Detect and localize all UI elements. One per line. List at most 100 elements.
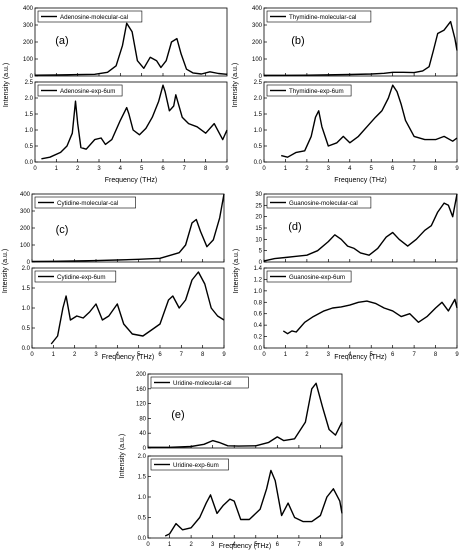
figure-label: (e) bbox=[171, 409, 184, 421]
y-tick-label: 1.4 bbox=[254, 266, 263, 272]
x-tick-label: 7 bbox=[297, 542, 301, 548]
y-tick-label: 1.0 bbox=[22, 306, 31, 312]
y-tick-label: 300 bbox=[23, 23, 34, 29]
chart-1: 0 100 200 300 400 Adenosine-molecular-cal 0 1 2 3… bbox=[3, 6, 229, 184]
x-tick-label: 1 bbox=[55, 166, 59, 172]
x-tick-label: 9 bbox=[222, 352, 226, 358]
y-tick-label: 1.5 bbox=[25, 112, 34, 118]
legend: Adenosine-molecular-cal bbox=[37, 10, 143, 23]
y-tick-label: 2.5 bbox=[25, 80, 34, 86]
legend-box bbox=[37, 84, 123, 97]
x-tick-label: 1 bbox=[284, 352, 288, 358]
y-tick-label: 400 bbox=[252, 6, 263, 12]
panel-experimental: 0 1 2 3 4 5 6 7 8 9 0.0 0.5 1.0 1.5 2.0 2.5 Thymidine-ex… bbox=[254, 80, 460, 172]
x-tick-label: 3 bbox=[327, 166, 331, 172]
legend-label: Uridine-exp-6um bbox=[173, 462, 219, 469]
y-tick-label: 0 bbox=[143, 446, 147, 452]
legend-box bbox=[266, 270, 352, 283]
panel-calculated: 0 100 200 300 400 Cytidine-molecular-cal bbox=[20, 192, 225, 266]
figure-label: (a) bbox=[55, 35, 68, 47]
y-tick-label: 200 bbox=[20, 226, 31, 232]
y-tick-label: 0.0 bbox=[138, 536, 147, 542]
y-tick-label: 0.5 bbox=[25, 144, 34, 150]
x-axis-title: Frequency (THz) bbox=[334, 177, 387, 184]
x-tick-label: 5 bbox=[370, 352, 374, 358]
legend: Guanosine-exp-6um bbox=[266, 270, 352, 283]
y-tick-label: 0 bbox=[30, 74, 34, 80]
y-tick-label: 200 bbox=[252, 40, 263, 46]
x-tick-label: 7 bbox=[412, 352, 416, 358]
chart-4: 0 5 10 15 20 25 30 Guanosine-molecular-cal 0 1 2 3 4… bbox=[233, 192, 459, 361]
legend-box bbox=[34, 196, 136, 209]
series-line bbox=[164, 469, 343, 537]
legend-label: Thymidine-exp-6um bbox=[289, 88, 344, 95]
x-tick-label: 4 bbox=[348, 352, 352, 358]
x-tick-label: 4 bbox=[119, 166, 123, 172]
panel-calculated: 0 100 200 300 400 Thymidine-molecular-cal bbox=[252, 6, 458, 80]
x-tick-label: 9 bbox=[455, 352, 459, 358]
y-tick-label: 1.2 bbox=[254, 277, 263, 283]
y-tick-label: 1.0 bbox=[254, 289, 263, 295]
y-tick-label: 0.0 bbox=[254, 160, 263, 166]
x-tick-label: 2 bbox=[73, 352, 77, 358]
series-line bbox=[41, 84, 228, 160]
x-tick-label: 2 bbox=[76, 166, 80, 172]
series-line bbox=[281, 84, 458, 158]
chart-2: 0 100 200 300 400 Thymidine-molecular-cal 0 1 2 3… bbox=[232, 6, 459, 184]
x-tick-label: 5 bbox=[370, 166, 374, 172]
legend: Uridine-exp-6um bbox=[150, 458, 229, 471]
x-tick-label: 5 bbox=[140, 166, 144, 172]
y-tick-label: 1.5 bbox=[254, 112, 263, 118]
x-tick-label: 4 bbox=[116, 352, 120, 358]
y-tick-label: 2.5 bbox=[254, 80, 263, 86]
y-tick-label: 15 bbox=[255, 226, 262, 232]
y-tick-label: 200 bbox=[136, 372, 147, 378]
legend-label: Guanosine-exp-6um bbox=[289, 274, 345, 281]
panel-experimental: 0 1 2 3 4 5 6 7 8 9 0.0 0.2 0.4 0.6 0.8 1.0 1.2 1.4 Guanos… bbox=[254, 266, 460, 358]
y-tick-label: 25 bbox=[255, 203, 262, 209]
x-tick-label: 9 bbox=[225, 166, 229, 172]
x-tick-label: 8 bbox=[434, 352, 438, 358]
legend-label: Uridine-molecular-cal bbox=[173, 380, 231, 387]
y-tick-label: 100 bbox=[20, 243, 31, 249]
plot-frame bbox=[34, 81, 228, 163]
x-tick-label: 6 bbox=[276, 542, 280, 548]
legend-label: Cytidine-exp-6um bbox=[57, 274, 106, 281]
chart-3: 0 100 200 300 400 Cytidine-molecular-cal 0 1 2 3 4… bbox=[2, 192, 226, 361]
y-tick-label: 0.5 bbox=[138, 516, 147, 522]
legend: Thymidine-molecular-cal bbox=[266, 10, 372, 23]
legend-box bbox=[37, 10, 143, 23]
y-tick-label: 0.2 bbox=[254, 335, 263, 341]
x-tick-label: 6 bbox=[158, 352, 162, 358]
panel-calculated: 0 40 80 120 160 200 Uridine-molecular-cal bbox=[136, 372, 343, 452]
x-tick-label: 7 bbox=[183, 166, 187, 172]
series-line bbox=[148, 382, 343, 448]
x-tick-label: 9 bbox=[455, 166, 459, 172]
legend-label: Adenosine-exp-6um bbox=[60, 88, 115, 95]
x-tick-label: 2 bbox=[189, 542, 193, 548]
legend: Thymidine-exp-6um bbox=[266, 84, 352, 97]
x-tick-label: 3 bbox=[94, 352, 98, 358]
y-tick-label: 1.0 bbox=[254, 128, 263, 134]
y-tick-label: 0 bbox=[259, 260, 263, 266]
x-tick-label: 0 bbox=[30, 352, 34, 358]
y-tick-label: 0.0 bbox=[25, 160, 34, 166]
x-tick-label: 0 bbox=[262, 352, 266, 358]
x-tick-label: 8 bbox=[434, 166, 438, 172]
x-tick-label: 1 bbox=[52, 352, 56, 358]
y-tick-label: 30 bbox=[255, 192, 262, 198]
legend-box bbox=[266, 10, 372, 23]
x-tick-label: 6 bbox=[391, 352, 395, 358]
y-tick-label: 0.0 bbox=[22, 346, 31, 352]
legend: Cytidine-molecular-cal bbox=[34, 196, 136, 209]
y-axis-title: Intensity (a.u.) bbox=[119, 434, 126, 478]
y-tick-label: 2.0 bbox=[25, 96, 34, 102]
x-tick-label: 2 bbox=[305, 166, 309, 172]
plot-frame bbox=[263, 81, 458, 163]
legend-box bbox=[150, 376, 249, 389]
x-tick-label: 0 bbox=[33, 166, 37, 172]
panel-calculated: 0 100 200 300 400 Adenosine-molecular-cal bbox=[23, 6, 228, 80]
series-line bbox=[31, 193, 225, 263]
legend-box bbox=[150, 458, 229, 471]
y-tick-label: 300 bbox=[252, 23, 263, 29]
